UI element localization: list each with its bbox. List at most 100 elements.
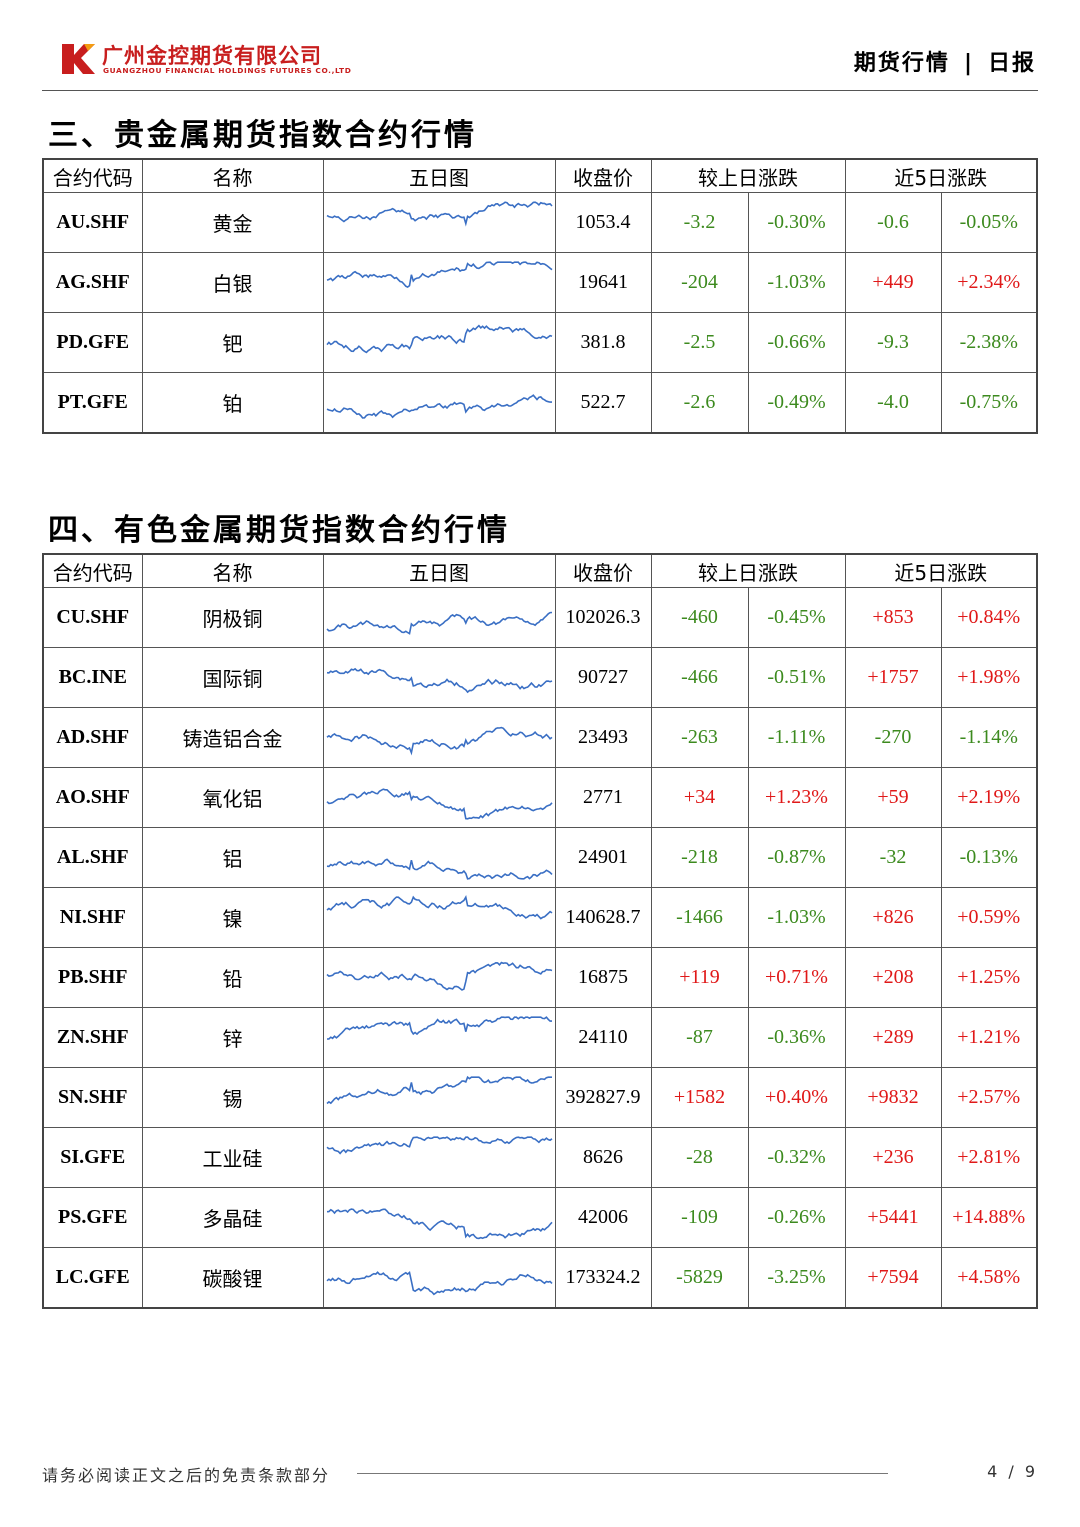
contract-code: ZN.SHF: [42, 1007, 143, 1068]
five-day-change-pct: +0.59%: [940, 887, 1038, 948]
contract-name: 国际铜: [141, 647, 324, 708]
five-day-change-abs: +1757: [844, 647, 942, 708]
contract-name: 镍: [141, 887, 324, 948]
page-footer: 请务必阅读正文之后的免责条款部分 4 / 9: [42, 1462, 1038, 1486]
sparkline-svg: [325, 787, 553, 820]
daily-change-abs: -263: [650, 707, 749, 768]
company-name-en: GUANGZHOU FINANCIAL HOLDINGS FUTURES CO.…: [103, 66, 352, 75]
daily-change-pct: +0.40%: [747, 1067, 846, 1128]
contract-name: 钯: [141, 312, 324, 373]
close-price: 16875: [554, 947, 652, 1008]
table-row: BC.INE 国际铜 90727 -466 -0.51% +1757 +1.98%: [42, 647, 1038, 708]
sparkline-path: [325, 787, 553, 820]
five-day-change-pct: +1.25%: [940, 947, 1038, 1008]
daily-change-abs: -2.6: [650, 372, 749, 434]
table-row: PT.GFE 铂 522.7 -2.6 -0.49% -4.0 -0.75%: [42, 372, 1038, 434]
five-day-sparkline-icon: [322, 1187, 556, 1248]
contract-code: AL.SHF: [42, 827, 143, 888]
five-day-sparkline-icon: [322, 372, 556, 434]
close-price: 522.7: [554, 372, 652, 434]
contract-name: 铸造铝合金: [141, 707, 324, 768]
contract-name: 碳酸锂: [141, 1247, 324, 1309]
sparkline-svg: [326, 726, 552, 755]
table-row: SI.GFE 工业硅 8626 -28 -0.32% +236 +2.81%: [42, 1127, 1038, 1188]
sparkline-path: [325, 324, 552, 353]
daily-change-abs: -109: [650, 1187, 749, 1248]
five-day-change-abs: +236: [844, 1127, 942, 1188]
daily-change-abs: -218: [650, 827, 749, 888]
five-day-change-pct: +14.88%: [940, 1187, 1038, 1248]
close-price: 24110: [554, 1007, 652, 1068]
sparkline-svg: [326, 1135, 552, 1155]
table-row: AD.SHF 铸造铝合金 23493 -263 -1.11% -270 -1.14%: [42, 707, 1038, 768]
contract-name: 阴极铜: [141, 587, 324, 648]
contract-name: 氧化铝: [141, 767, 324, 828]
section-title-precious-metals: 三、贵金属期货指数合约行情: [48, 118, 477, 153]
five-day-change-pct: +2.19%: [940, 767, 1038, 828]
close-price: 90727: [554, 647, 652, 708]
table-row: PD.GFE 钯 381.8 -2.5 -0.66% -9.3 -2.38%: [42, 312, 1038, 373]
table-row: CU.SHF 阴极铜 102026.3 -460 -0.45% +853 +0.84%: [42, 587, 1038, 648]
five-day-change-abs: +208: [844, 947, 942, 1008]
header-separator: |: [963, 51, 974, 76]
close-price: 173324.2: [554, 1247, 652, 1309]
daily-change-abs: -2.5: [650, 312, 749, 373]
five-day-sparkline-icon: [322, 767, 556, 828]
contract-name: 锡: [141, 1067, 324, 1128]
contract-name: 黄金: [141, 192, 324, 253]
table-row: AU.SHF 黄金 1053.4 -3.2 -0.30% -0.6 -0.05%: [42, 192, 1038, 253]
daily-change-pct: -3.25%: [747, 1247, 846, 1309]
col-header-chart: 五日图: [322, 553, 556, 588]
contract-code: AG.SHF: [42, 252, 143, 313]
daily-change-pct: -1.03%: [747, 252, 846, 313]
table-row: AG.SHF 白银 19641 -204 -1.03% +449 +2.34%: [42, 252, 1038, 313]
table-row: AL.SHF 铝 24901 -218 -0.87% -32 -0.13%: [42, 827, 1038, 888]
sparkline-svg: [326, 894, 552, 920]
five-day-sparkline-icon: [322, 192, 556, 253]
report-label: 期货行情 | 日报: [854, 45, 1036, 77]
daily-change-pct: -0.36%: [747, 1007, 846, 1068]
col-header-name: 名称: [141, 553, 324, 588]
col-header-daily-change: 较上日涨跌: [650, 158, 846, 193]
daily-change-pct: -1.03%: [747, 887, 846, 948]
contract-code: LC.GFE: [42, 1247, 143, 1309]
five-day-sparkline-icon: [322, 947, 556, 1008]
col-header-close: 收盘价: [554, 553, 652, 588]
five-day-sparkline-icon: [322, 1007, 556, 1068]
contract-code: BC.INE: [42, 647, 143, 708]
table-header-row: 合约代码 名称 五日图 收盘价 较上日涨跌 近5日涨跌: [42, 158, 1038, 193]
five-day-change-pct: +2.34%: [940, 252, 1038, 313]
sparkline-path: [326, 894, 552, 920]
close-price: 1053.4: [554, 192, 652, 253]
sparkline-path: [326, 260, 552, 288]
five-day-change-pct: -0.75%: [940, 372, 1038, 434]
five-day-change-abs: +853: [844, 587, 942, 648]
contract-name: 白银: [141, 252, 324, 313]
contract-code: AU.SHF: [42, 192, 143, 253]
table-row: PB.SHF 铅 16875 +119 +0.71% +208 +1.25%: [42, 947, 1038, 1008]
five-day-sparkline-icon: [322, 827, 556, 888]
five-day-change-abs: +826: [844, 887, 942, 948]
sparkline-path: [325, 961, 552, 991]
sparkline-svg: [325, 611, 552, 635]
col-header-chart: 五日图: [322, 158, 556, 193]
daily-change-abs: -466: [650, 647, 749, 708]
daily-change-abs: -1466: [650, 887, 749, 948]
sparkline-svg: [325, 324, 552, 353]
close-price: 2771: [554, 767, 652, 828]
contract-name: 工业硅: [141, 1127, 324, 1188]
col-header-code: 合约代码: [42, 553, 143, 588]
daily-change-pct: -1.11%: [747, 707, 846, 768]
sparkline-svg: [326, 260, 552, 288]
five-day-change-abs: +59: [844, 767, 942, 828]
table-header-row: 合约代码 名称 五日图 收盘价 较上日涨跌 近5日涨跌: [42, 553, 1038, 588]
close-price: 392827.9: [554, 1067, 652, 1128]
five-day-change-pct: +2.57%: [940, 1067, 1038, 1128]
daily-change-pct: +0.71%: [747, 947, 846, 1008]
five-day-change-abs: +5441: [844, 1187, 942, 1248]
col-header-code: 合约代码: [42, 158, 143, 193]
table-row: SN.SHF 锡 392827.9 +1582 +0.40% +9832 +2.57%: [42, 1067, 1038, 1128]
report-period: 日报: [987, 51, 1036, 76]
close-price: 140628.7: [554, 887, 652, 948]
five-day-change-abs: +7594: [844, 1247, 942, 1309]
